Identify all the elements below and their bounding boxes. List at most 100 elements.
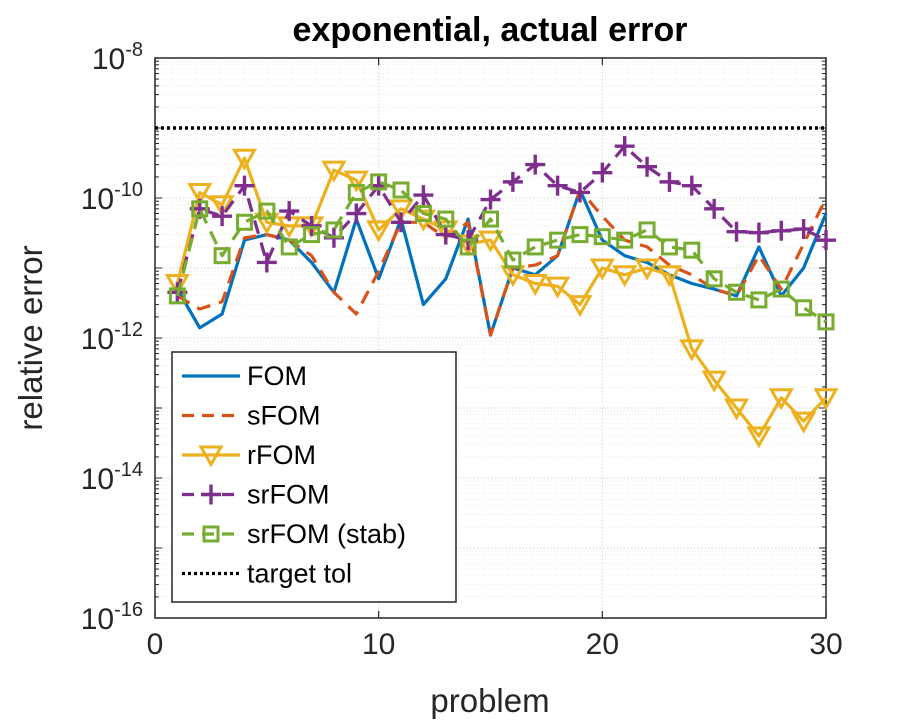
data-point-marker bbox=[634, 258, 660, 281]
legend-box bbox=[171, 351, 457, 603]
data-point-marker bbox=[522, 274, 548, 297]
data-point-marker bbox=[656, 265, 683, 288]
data-point-marker bbox=[346, 203, 367, 224]
legend-items: FOM sFOM rFOM srFOM srFOM (stab) target tol bbox=[182, 361, 406, 589]
y-tick-label-base: 10 bbox=[81, 323, 114, 356]
x-tick-label: 10 bbox=[362, 628, 395, 661]
x-tick-label: 30 bbox=[809, 628, 842, 661]
legend-label: sFOM bbox=[247, 401, 321, 431]
data-point-marker bbox=[504, 251, 522, 269]
data-point-marker bbox=[638, 221, 656, 239]
data-point-marker bbox=[201, 484, 221, 505]
series-layer bbox=[155, 126, 839, 449]
legend-label: rFOM bbox=[247, 440, 316, 470]
data-point-marker bbox=[321, 160, 347, 183]
y-tick-label: 10-12 bbox=[81, 319, 143, 356]
y-tick-label-exponent: -16 bbox=[114, 599, 143, 621]
data-point-marker bbox=[482, 210, 499, 228]
data-point-marker bbox=[683, 241, 701, 259]
data-point-marker bbox=[391, 212, 412, 233]
data-point-marker bbox=[480, 189, 501, 210]
data-point-marker bbox=[571, 226, 589, 244]
data-point-marker bbox=[254, 212, 280, 235]
data-point-marker bbox=[325, 221, 343, 239]
data-point-marker bbox=[768, 388, 794, 411]
data-point-marker bbox=[187, 182, 213, 205]
data-point-marker bbox=[545, 276, 571, 299]
data-point-marker bbox=[459, 238, 477, 256]
data-point-marker bbox=[202, 525, 220, 543]
series-srfom-stab bbox=[168, 173, 835, 331]
data-point-marker bbox=[593, 228, 611, 246]
data-point-marker bbox=[813, 388, 839, 411]
y-tick-label-exponent: -10 bbox=[114, 179, 143, 201]
series-rfom bbox=[164, 148, 839, 449]
y-tick-label-exponent: -8 bbox=[125, 39, 143, 61]
data-point-marker bbox=[817, 313, 835, 331]
chart-title: exponential, actual error bbox=[293, 11, 688, 49]
data-point-marker bbox=[392, 181, 410, 199]
legend-label: srFOM bbox=[247, 480, 329, 510]
data-point-marker bbox=[592, 162, 613, 183]
data-point-marker bbox=[303, 226, 321, 244]
legend-item: target tol bbox=[182, 559, 352, 589]
data-point-marker bbox=[748, 222, 769, 243]
data-point-marker bbox=[370, 173, 388, 191]
data-point-marker bbox=[681, 175, 702, 196]
y-tick-label: 10-14 bbox=[81, 459, 143, 496]
data-point-marker bbox=[816, 230, 836, 251]
data-point-marker bbox=[366, 220, 392, 243]
data-point-marker bbox=[728, 283, 746, 301]
data-point-marker bbox=[235, 213, 253, 231]
data-point-marker bbox=[168, 287, 186, 305]
data-point-marker bbox=[589, 258, 615, 281]
legend-item: srFOM bbox=[182, 480, 329, 510]
data-point-marker bbox=[547, 175, 568, 196]
legend-label: target tol bbox=[247, 559, 352, 589]
legend: FOM sFOM rFOM srFOM srFOM (stab) target tol bbox=[171, 351, 457, 603]
y-tick-label: 10-8 bbox=[92, 39, 143, 76]
data-point-marker bbox=[258, 202, 276, 220]
y-tick-label-base: 10 bbox=[81, 463, 114, 496]
data-point-marker bbox=[795, 299, 813, 317]
data-point-marker bbox=[793, 219, 814, 240]
x-tick-label: 20 bbox=[586, 628, 619, 661]
y-tick-label: 10-16 bbox=[81, 599, 143, 636]
series-line bbox=[175, 144, 827, 293]
data-point-marker bbox=[549, 231, 567, 249]
data-point-marker bbox=[569, 182, 590, 203]
data-point-marker bbox=[213, 247, 231, 265]
legend-item: sFOM bbox=[182, 401, 321, 431]
legend-item: FOM bbox=[182, 361, 307, 391]
data-point-marker bbox=[191, 200, 209, 218]
y-tick-label-base: 10 bbox=[92, 43, 125, 76]
data-point-marker bbox=[388, 199, 414, 222]
data-point-marker bbox=[679, 339, 705, 362]
data-point-marker bbox=[435, 224, 456, 245]
legend-label: srFOM (stab) bbox=[247, 519, 406, 549]
y-tick-label-base: 10 bbox=[81, 603, 114, 636]
data-point-marker bbox=[705, 270, 723, 288]
data-point-marker bbox=[198, 445, 224, 468]
y-tick-label: 10-10 bbox=[81, 179, 143, 216]
data-point-marker bbox=[637, 156, 658, 177]
data-point-marker bbox=[612, 265, 638, 288]
data-point-marker bbox=[433, 220, 459, 243]
data-point-marker bbox=[746, 426, 772, 449]
y-tick-label-exponent: -14 bbox=[114, 459, 143, 481]
data-point-marker bbox=[791, 411, 817, 434]
data-point-marker bbox=[164, 274, 190, 297]
data-point-marker bbox=[660, 238, 678, 256]
data-point-marker bbox=[280, 238, 298, 256]
data-point-marker bbox=[616, 231, 634, 249]
legend-item: srFOM (stab) bbox=[182, 519, 406, 549]
data-point-marker bbox=[567, 295, 593, 318]
data-point-marker bbox=[437, 210, 455, 228]
data-point-marker bbox=[414, 205, 432, 223]
data-point-marker bbox=[413, 185, 434, 206]
data-point-marker bbox=[234, 175, 255, 196]
data-point-marker bbox=[343, 170, 369, 193]
legend-item: rFOM bbox=[182, 440, 316, 470]
